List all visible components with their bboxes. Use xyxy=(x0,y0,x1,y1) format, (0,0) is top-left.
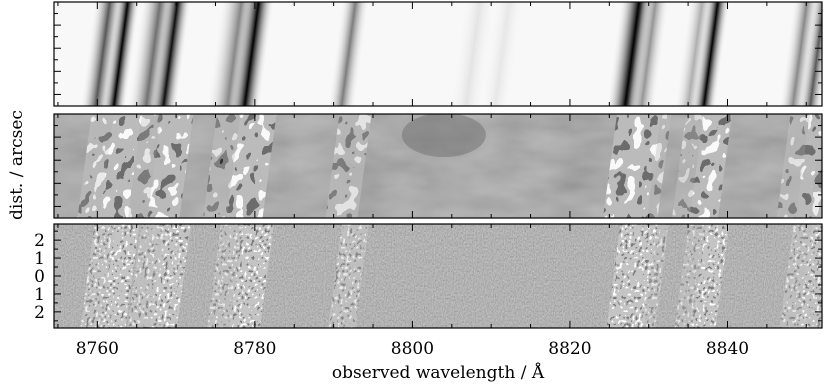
x-tick-label: 8800 xyxy=(391,339,434,359)
residual-band xyxy=(233,224,270,328)
x-tick-label: 8840 xyxy=(706,339,749,359)
absorption-line xyxy=(101,2,140,106)
residual-band xyxy=(133,224,174,328)
residual-band xyxy=(152,114,189,218)
noise-panel xyxy=(54,224,822,328)
residual-band xyxy=(231,114,272,218)
residual-band xyxy=(800,114,822,218)
residual-band xyxy=(85,224,121,328)
intensity-panel xyxy=(54,2,822,106)
y-axis-label: dist. / arcsec xyxy=(7,110,27,220)
absorption-line xyxy=(229,2,275,106)
absorption-line xyxy=(149,2,192,106)
residual-band xyxy=(332,224,365,328)
x-tick-label: 8780 xyxy=(233,339,276,359)
absorption-line xyxy=(327,2,370,106)
residual-band xyxy=(103,114,138,218)
residual-band xyxy=(630,114,667,218)
residual-band xyxy=(330,114,367,218)
y-tick-label: 2 xyxy=(34,303,45,323)
residual-panel xyxy=(54,114,822,218)
residual-band xyxy=(632,224,666,328)
residual-band xyxy=(695,224,727,328)
y-tick-label: 1 xyxy=(34,249,45,269)
residual-band xyxy=(676,114,714,218)
residual-band xyxy=(678,224,712,328)
y-tick-label: 2 xyxy=(34,231,45,251)
residual-band xyxy=(154,224,187,328)
residual-band xyxy=(781,114,819,218)
absorption-line xyxy=(627,2,670,106)
y-tick-label: 1 xyxy=(34,285,45,305)
y-tick-label: 0 xyxy=(34,267,45,287)
absorption-line xyxy=(691,2,730,106)
absorption-line xyxy=(798,2,822,106)
x-tick-label: 8760 xyxy=(76,339,119,359)
residual-band xyxy=(783,224,817,328)
residual-band xyxy=(612,224,653,328)
panel-frame xyxy=(53,1,823,107)
panel-frame xyxy=(53,113,823,219)
residual-band xyxy=(82,114,123,218)
absorption-line xyxy=(479,2,525,106)
residual-band xyxy=(105,224,137,328)
residual-dark-patch xyxy=(401,114,486,157)
x-axis-label: observed wavelength / Å xyxy=(332,362,545,383)
x-tick-label: 8820 xyxy=(548,339,591,359)
residual-band xyxy=(693,114,728,218)
